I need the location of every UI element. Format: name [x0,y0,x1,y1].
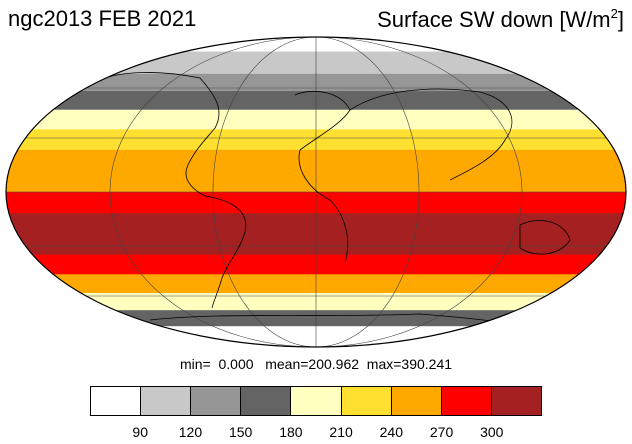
stats-mean-value: 200.962 [308,356,360,372]
stats-mean-label: mean= [265,356,309,372]
coastline-europe-africa [294,90,351,263]
colorbar-box [341,387,392,415]
graticule-meridian-60 [109,37,523,347]
colorbar-box [141,387,192,415]
coastline-south-america [204,195,247,309]
plot-title-right: Surface SW down [W/m2] [377,6,624,33]
graticule [6,37,626,347]
colorbar-box [291,387,342,415]
statistics-line: min= 0.000 mean=200.962 max=390.241 [0,356,632,372]
colorbar-tick-label: 90 [132,424,149,440]
map-border [5,36,627,348]
colorbar-box [191,387,242,415]
title-unit-exponent: 2 [610,6,618,21]
coastline-australia [519,220,571,255]
coastline-asia [349,88,513,181]
colorbar-box [241,387,292,415]
colorbar-tick-label: 240 [379,424,404,440]
colorbar-box [391,387,442,415]
colorbar-box [441,387,492,415]
colorbar-tick-label: 270 [429,424,454,440]
colorbar [90,386,542,416]
stats-max-value: 390.241 [401,356,453,372]
colorbar-tick-label: 210 [329,424,353,440]
colorbar-tick-label: 120 [178,424,203,440]
stats-min-label: min= [179,356,211,372]
stats-min-value: 0.000 [218,356,254,372]
coastline-north-america [94,72,220,197]
plot-title-left: ngc2013 FEB 2021 [8,6,197,31]
colorbar-tick-label: 300 [480,424,504,440]
graticule-meridian-120 [212,37,420,347]
colorbar-tick-label: 150 [228,424,253,440]
stats-max-label: max= [366,356,402,372]
title-variable: Surface SW down [W/m [377,7,611,32]
colorbar-tick-label: 180 [279,424,303,440]
colorbar-box [491,387,541,415]
colorbar-box [91,387,142,415]
title-unit-close: ] [617,7,624,32]
